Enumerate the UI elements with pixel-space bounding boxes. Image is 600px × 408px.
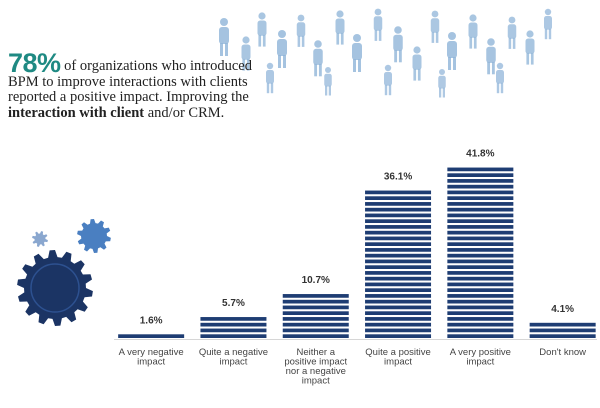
headline-text-part2: and/or CRM.: [147, 104, 225, 121]
headline-percent: 78%: [8, 48, 61, 78]
bar: [365, 190, 432, 338]
headline-text: 78% of organizations who introduced BPM …: [8, 50, 258, 121]
medium-gear-icon: [77, 219, 111, 253]
bar: [529, 322, 596, 338]
category-label: Quite a positive impact: [365, 347, 430, 368]
headline-text-part1: of organizations who introduced BPM to i…: [8, 58, 252, 105]
decoration: [17, 8, 552, 326]
data-label: 41.8%: [466, 149, 494, 160]
category-label: Don't know: [539, 347, 586, 358]
category-label: Quite a negative impact: [199, 347, 268, 368]
data-label: 1.6%: [140, 315, 163, 326]
headline-text-bold: interaction with client: [8, 104, 145, 121]
small-gear-icon: [32, 231, 48, 247]
large-gear-icon: [17, 250, 93, 326]
bar: [118, 334, 185, 338]
category-label: A very negative impact: [119, 347, 184, 368]
bar-chart: 1.6% A very negative impact 5.7% Quite a neg…: [114, 149, 597, 387]
data-label: 36.1%: [384, 172, 412, 183]
data-label: 5.7%: [222, 298, 245, 309]
bar: [282, 294, 349, 338]
category-label: A very positive impact: [450, 347, 511, 368]
bar: [200, 317, 267, 338]
crowd-silhouette-icon: [219, 8, 552, 98]
data-label: 10.7%: [302, 275, 330, 286]
bar: [447, 167, 514, 338]
category-label: Neither a positive impact nor a negative im…: [284, 347, 347, 387]
data-label: 4.1%: [551, 304, 574, 315]
